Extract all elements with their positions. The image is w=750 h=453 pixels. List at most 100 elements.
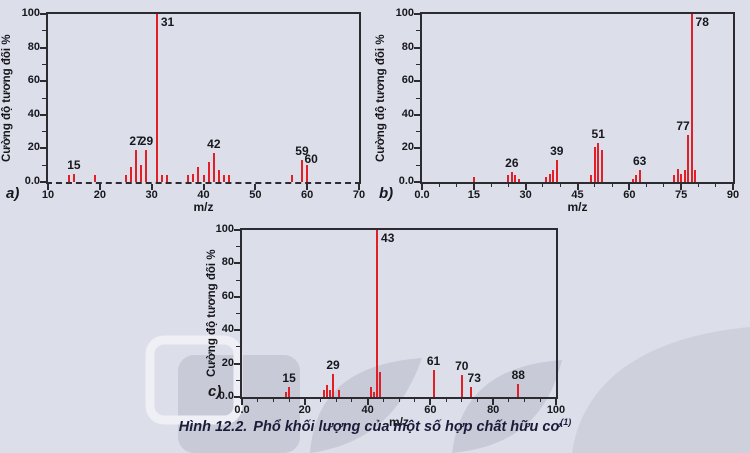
plot-area-b: 26 39 51 63 77 78: [420, 12, 735, 184]
y-tick-label: 100: [215, 223, 234, 235]
spectrum-bar: [192, 173, 195, 182]
peak-label: 70: [455, 359, 469, 374]
x-tick: [628, 184, 631, 190]
peak-label: 15: [67, 157, 81, 172]
spectrum-bar: [197, 166, 200, 182]
x-minor-tick: [438, 184, 440, 187]
x-tick-label: 10: [41, 189, 55, 201]
spectrum-bar: [460, 375, 463, 397]
publisher-watermark-graphic: [145, 327, 750, 453]
spectrum-bar: [676, 168, 679, 182]
y-tick-label: 40: [27, 107, 40, 120]
y-tick-label: 0.0: [24, 175, 40, 187]
spectrum-bar: [683, 170, 686, 182]
spectrum-bar: [93, 175, 96, 182]
spectrum-bar: [552, 170, 555, 182]
y-tick: [234, 295, 240, 298]
spectrum-bar: [288, 386, 291, 397]
spectrum-bar: [300, 160, 303, 182]
spectrum-bar: [517, 383, 520, 397]
spectrum-bar: [325, 385, 328, 397]
y-tick: [40, 113, 46, 116]
spectrum-bar: [472, 176, 475, 182]
y-axis-title: Cường độ tương đối %: [1, 34, 13, 162]
spectrum-bar: [690, 14, 693, 182]
spectrum-bar: [638, 170, 641, 182]
peak-label: 42: [207, 137, 221, 152]
x-tick-label: 60: [301, 189, 314, 201]
y-tick-label: 80: [27, 40, 40, 53]
y-tick: [414, 181, 420, 183]
x-tick: [472, 184, 475, 190]
x-minor-tick: [508, 399, 510, 402]
y-minor-tick: [42, 164, 46, 166]
y-tick-label: 0.0: [398, 175, 414, 187]
x-tick: [524, 184, 527, 190]
y-tick: [40, 46, 46, 49]
peak-label: 43: [381, 231, 395, 245]
x-axis-title: m/z: [193, 200, 214, 214]
y-tick-label: 100: [21, 7, 40, 19]
x-tick-label: 80: [487, 404, 500, 416]
x-tick-label: 15: [467, 189, 480, 201]
x-minor-tick: [414, 399, 416, 402]
y-minor-tick: [42, 131, 46, 133]
y-tick: [234, 396, 240, 398]
y-tick-label: 80: [401, 40, 414, 53]
y-tick-label: 20: [27, 141, 40, 154]
y-minor-tick: [236, 313, 240, 314]
y-axis-title: Cường độ tương đối %: [375, 34, 387, 162]
panel-letter-c: c): [208, 383, 222, 400]
figure-caption: Hình 12.2. Phổ khối lượng của một số hợp …: [0, 417, 750, 435]
peak-label: 77: [676, 118, 690, 133]
figure-footnote-marker: (1): [560, 417, 572, 427]
y-minor-tick: [416, 164, 420, 166]
spectrum-bar: [284, 392, 287, 397]
y-tick-label: 20: [401, 141, 414, 154]
x-minor-tick: [272, 399, 274, 402]
spectrum-bar: [510, 171, 513, 182]
x-minor-tick: [542, 184, 544, 187]
spectrum-bar: [322, 390, 325, 397]
x-minor-tick: [663, 184, 665, 187]
spectrum-bar: [338, 390, 341, 397]
y-tick: [234, 262, 240, 265]
y-tick: [414, 147, 420, 150]
y-tick: [414, 46, 420, 49]
x-minor-tick: [461, 399, 463, 402]
spectrum-bar: [212, 153, 215, 182]
spectrum-bar: [379, 371, 382, 397]
x-tick-label: 40: [197, 189, 210, 201]
x-axis-title: m/z: [567, 200, 588, 214]
peak-label: 29: [326, 357, 340, 372]
plot-area-c: 15 29 43 61 70 73 88: [240, 228, 558, 399]
x-tick: [492, 399, 495, 405]
y-tick-label: 60: [401, 74, 414, 87]
x-tick: [555, 399, 557, 405]
peak-label: 73: [467, 370, 481, 385]
y-tick: [414, 113, 420, 116]
x-tick: [732, 184, 734, 190]
spectrum-bar: [687, 134, 690, 182]
x-tick: [366, 399, 369, 405]
spectrum-bar: [590, 175, 593, 182]
spectrum-bar: [693, 170, 696, 182]
spectrum-bar: [673, 175, 676, 182]
peak-label: 78: [695, 15, 709, 29]
x-tick-label: 100: [546, 404, 566, 416]
x-minor-tick: [507, 184, 509, 187]
spectrum-bar: [514, 175, 517, 182]
spectrum-bar: [290, 175, 293, 182]
x-minor-tick: [320, 399, 321, 402]
peak-label: 26: [505, 155, 519, 170]
spectrum-bar: [67, 175, 70, 182]
y-minor-tick: [236, 246, 240, 248]
y-minor-tick: [42, 30, 46, 32]
spectrum-bar: [593, 146, 596, 182]
x-tick-label: 75: [675, 189, 688, 201]
spectrum-bar: [186, 175, 189, 182]
x-tick: [254, 184, 257, 190]
x-tick: [421, 184, 423, 190]
x-tick: [150, 184, 153, 190]
y-tick-label: 60: [27, 74, 40, 87]
